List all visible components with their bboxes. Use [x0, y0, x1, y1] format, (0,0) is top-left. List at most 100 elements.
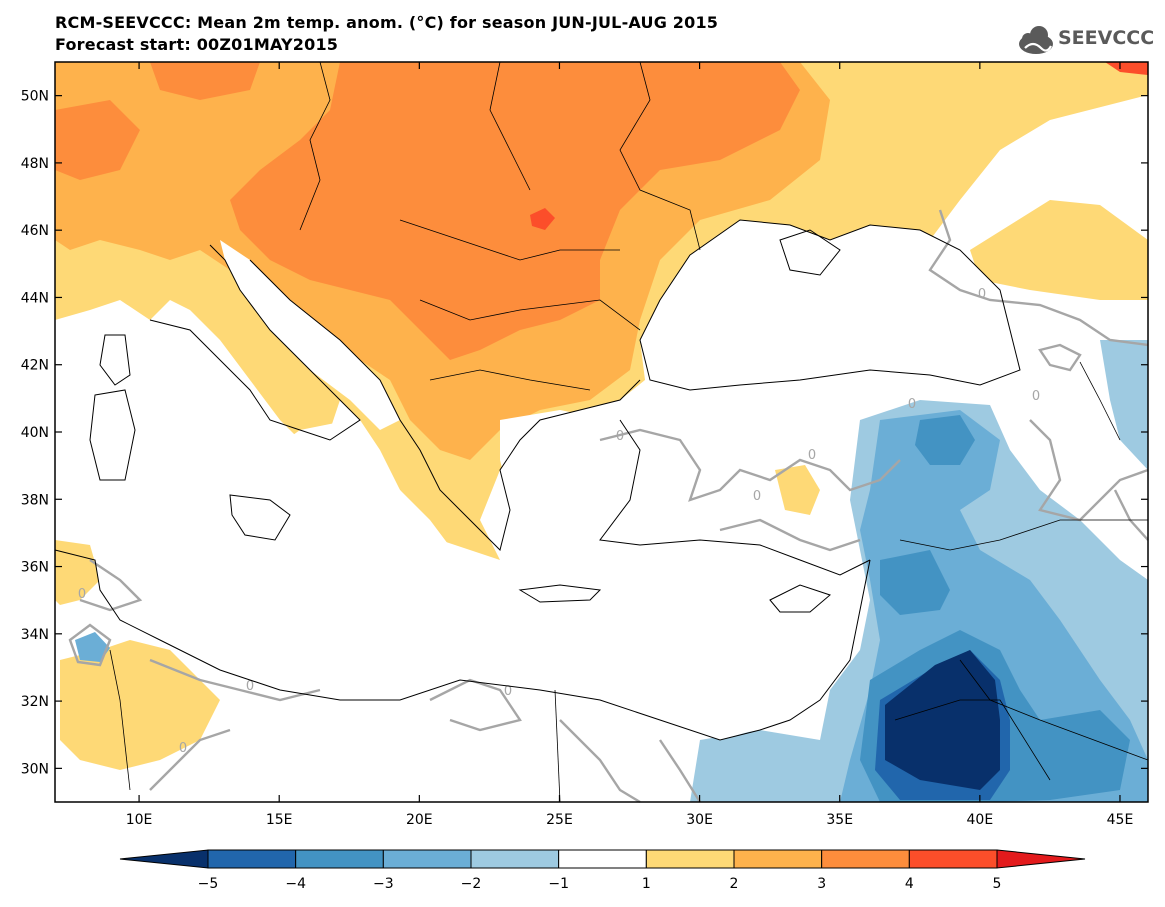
contour-label: 0: [1032, 389, 1040, 404]
border-line: [554, 689, 561, 803]
contour-label: 0: [808, 448, 816, 463]
warm-east-region: [970, 200, 1148, 300]
border-line: [299, 61, 331, 231]
lat-tick-label: 42N: [21, 358, 49, 374]
border-line: [419, 299, 641, 331]
contour-label: 0: [78, 587, 86, 602]
colorbar-low-arrow: [119, 849, 209, 869]
contour-label: 0: [908, 397, 916, 412]
italy-coast: [149, 244, 361, 441]
lon-tick-label: 10E: [126, 812, 153, 828]
colorbar-label: 4: [905, 876, 914, 892]
colorbar-label: −3: [373, 876, 394, 892]
turkey-coast: [599, 419, 871, 576]
contour-line: [559, 719, 641, 804]
cool-region-south: [880, 550, 950, 615]
border-line: [399, 219, 620, 261]
balkan-coast: [249, 259, 641, 551]
lat-tick-label: 44N: [21, 290, 49, 306]
levant-coast: [759, 559, 871, 731]
lon-tick-label: 35E: [826, 812, 853, 828]
contour-line: [68, 623, 112, 667]
adriatic-sea: [220, 240, 400, 430]
anomaly-fields: [55, 62, 1148, 802]
colorbar-legend: −5 −4 −3 −2 −1 1 2 3 4 5: [119, 849, 1086, 892]
contour-label: 0: [179, 741, 187, 756]
crete-coast: [518, 584, 602, 603]
hot-spot-ne: [1105, 62, 1148, 75]
colorbar-box: [470, 849, 560, 869]
colorbar-labels: −5 −4 −3 −2 −1 1 2 3 4 5: [198, 876, 1002, 892]
cold-strong-region: [885, 650, 1000, 790]
zero-contours: [68, 209, 1149, 804]
colorbar-box: [908, 849, 998, 869]
lon-tick-label: 45E: [1107, 812, 1134, 828]
aegean-sea: [500, 410, 640, 540]
contour-line: [928, 209, 1149, 347]
longitude-ticks: 10E 15E 20E 25E 30E 35E 40E 45E: [126, 62, 1134, 828]
sardinia-coast: [89, 389, 136, 481]
warm-tunisia-region: [55, 540, 100, 605]
contour-labels: 0 0 0 0 0 0 0 0 0 0: [78, 287, 1040, 756]
lat-tick-label: 36N: [21, 560, 49, 576]
lon-tick-label: 40E: [967, 812, 994, 828]
tyrrhenian-sea: [120, 330, 300, 520]
contour-line: [149, 728, 231, 791]
warm-strong-north: [150, 62, 260, 100]
contour-line: [719, 518, 861, 552]
lat-tick-label: 46N: [21, 223, 49, 239]
contour-label: 0: [504, 684, 512, 699]
colorbar-label: 3: [817, 876, 826, 892]
lon-tick-label: 20E: [406, 812, 433, 828]
seas: [95, 220, 1020, 740]
latitude-ticks: 50N 48N 46N 44N 42N 40N 38N 36N 34N 32N 30N: [21, 89, 1148, 777]
contour-line: [1029, 419, 1149, 522]
colorbar-label: −4: [285, 876, 306, 892]
contour-line: [79, 559, 143, 612]
colorbar-label: 2: [730, 876, 739, 892]
lon-tick-label: 15E: [266, 812, 293, 828]
logo-text: SEEVCCC: [1058, 27, 1155, 49]
contour-line: [149, 658, 321, 702]
colorbar-box: [733, 849, 823, 869]
border-line: [619, 61, 701, 251]
contour-label: 0: [246, 679, 254, 694]
lat-tick-label: 32N: [21, 694, 49, 710]
lat-tick-label: 50N: [21, 89, 49, 105]
border-line: [894, 699, 1051, 781]
africa-coast: [54, 549, 761, 741]
border-line: [959, 659, 1149, 761]
colorbar-box: [645, 849, 735, 869]
cool-lighter-east: [1100, 340, 1148, 470]
colorbar-box: [295, 849, 384, 869]
crimea-coast: [779, 229, 841, 276]
contour-label: 0: [753, 489, 761, 504]
colorbar-label: 1: [642, 876, 651, 892]
colorbar-box: [558, 849, 647, 869]
colorbar-label: −2: [461, 876, 482, 892]
country-borders: [109, 61, 1149, 803]
lat-tick-label: 38N: [21, 492, 49, 508]
lat-tick-label: 34N: [21, 627, 49, 643]
temperature-anomaly-map: 0 0 0 0 0 0 0 0 0 0: [21, 61, 1149, 828]
border-line: [489, 61, 531, 191]
contour-line: [1038, 343, 1082, 372]
colorbar-box: [382, 849, 472, 869]
lat-tick-label: 30N: [21, 761, 49, 777]
hot-spot: [530, 208, 555, 230]
mediterranean-sea: [95, 420, 860, 740]
contour-label: 0: [616, 429, 624, 444]
colorbar-label: −1: [548, 876, 569, 892]
colorbar-label: −5: [198, 876, 219, 892]
border-line: [899, 519, 1148, 551]
contour-line: [429, 678, 522, 732]
lat-tick-label: 48N: [21, 156, 49, 172]
contour-line: [659, 739, 702, 803]
cool-region: [915, 415, 975, 465]
border-line: [1079, 361, 1121, 441]
colorbar-box: [207, 849, 297, 869]
colorbar-high-arrow: [996, 849, 1086, 869]
map-title: RCM-SEEVCCC: Mean 2m temp. anom. (°C) fo…: [55, 13, 719, 32]
black-sea: [640, 220, 1020, 390]
contour-line: [599, 428, 901, 502]
